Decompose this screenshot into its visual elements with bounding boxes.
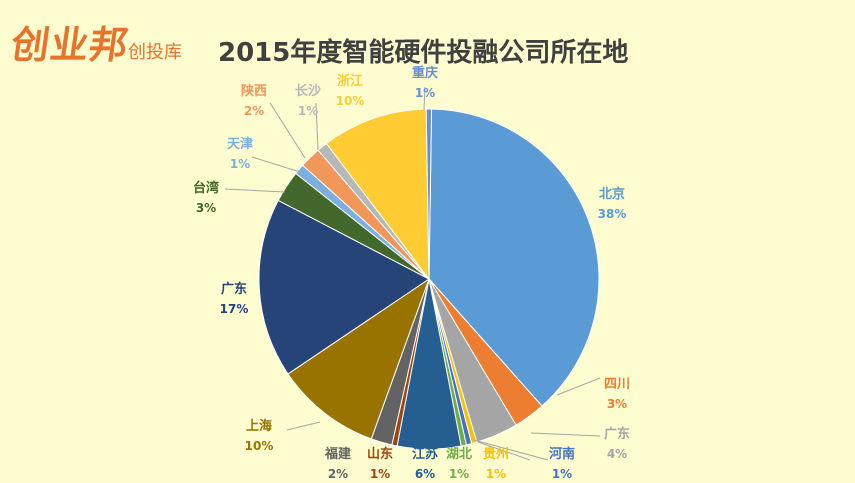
slice-percent-label: 6% (415, 467, 435, 481)
slice-percent-label: 10% (336, 94, 365, 108)
slice-percent-label: 3% (196, 201, 216, 215)
slice-label: 广东 (221, 281, 247, 297)
slice-label: 上海 (246, 418, 272, 434)
leader-line (269, 102, 306, 159)
slice-label: 福建 (324, 446, 351, 462)
slice-percent-label: 1% (298, 104, 318, 118)
pie-slice (287, 277, 430, 440)
slice-label: 陕西 (241, 83, 267, 99)
slice-percent-label: 17% (220, 302, 249, 316)
slice-percent-label: 1% (449, 467, 469, 481)
slice-label: 台湾 (193, 180, 219, 196)
leader-line (286, 421, 321, 431)
leader-line (530, 432, 601, 437)
slice-label: 湖北 (446, 447, 472, 462)
slice-percent-label: 1% (552, 467, 572, 481)
slice-percent-label: 10% (245, 439, 274, 453)
leader-line (477, 441, 531, 461)
slice-label: 北京 (599, 186, 625, 202)
pie-slice (325, 108, 430, 281)
slice-percent-label: 1% (486, 467, 506, 481)
slice-label: 河南 (549, 446, 575, 462)
leader-line (473, 439, 549, 461)
slice-label: 江苏 (412, 446, 438, 462)
leader-line (251, 156, 301, 173)
leader-line (556, 377, 601, 396)
slice-label: 长沙 (295, 83, 321, 99)
slice-percent-label: 2% (244, 104, 264, 118)
pie-slice (428, 108, 600, 407)
slice-percent-label: 1% (370, 467, 390, 481)
chart-title: 2015年度智能硬件投融公司所在地 (218, 38, 629, 68)
slice-percent-label: 1% (230, 157, 250, 171)
pie-slice (258, 199, 430, 375)
slice-label: 浙江 (337, 73, 363, 89)
slice-label: 广东 (604, 426, 630, 442)
leader-line (315, 102, 319, 151)
brand-subtitle: 创投库 (128, 42, 182, 63)
slice-label: 重庆 (412, 65, 438, 81)
slice-percent-label: 38% (598, 207, 627, 221)
leader-line (224, 188, 286, 193)
slice-label: 山东 (367, 446, 393, 462)
slice-percent-label: 4% (607, 447, 627, 461)
pie-slice (425, 108, 433, 280)
slice-percent-label: 3% (607, 397, 627, 411)
slice-percent-label: 2% (328, 467, 348, 481)
slice-label: 贵州 (483, 446, 509, 462)
slice-label: 天津 (227, 136, 253, 152)
slice-label: 四川 (604, 377, 630, 392)
slice-percent-label: 1% (415, 86, 435, 100)
leader-line (423, 86, 426, 111)
